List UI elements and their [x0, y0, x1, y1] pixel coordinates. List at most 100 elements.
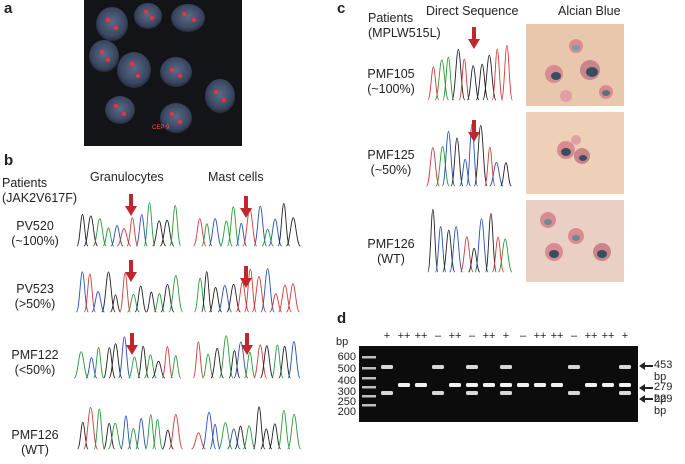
c-row-id: PMF105	[367, 67, 415, 81]
lane-label: ++	[482, 330, 496, 342]
alcian-blue-photo	[526, 24, 624, 106]
chromatogram-peak	[103, 347, 116, 379]
agarose-gel	[359, 346, 638, 422]
chromatogram-peak	[126, 217, 139, 247]
chromatogram-peak	[192, 341, 204, 379]
chromatogram-peak	[277, 284, 292, 313]
lane-label: ++	[397, 330, 411, 342]
chromatogram	[77, 406, 183, 450]
chromatogram-peak	[168, 275, 184, 313]
chromatogram-peak	[85, 357, 98, 379]
mutation-arrow-icon	[126, 333, 138, 355]
chromatogram-peak	[202, 353, 215, 379]
panel-b-header-patients: Patients	[2, 176, 48, 190]
chromatogram-peak	[451, 49, 466, 101]
panel-b-col-mast-cells: Mast cells	[208, 170, 264, 184]
gel-band	[449, 383, 461, 387]
ladder-band	[362, 377, 376, 380]
chromatogram-peak	[489, 161, 504, 187]
chromatogram-peak	[491, 236, 505, 273]
mutation-arrow-icon	[241, 333, 253, 355]
gel-band	[568, 365, 580, 369]
chromatogram-peak	[442, 56, 455, 101]
chromatogram-peak	[93, 346, 105, 379]
chromatogram-peak	[242, 425, 256, 450]
panel-c-header-patients: Patients	[368, 11, 414, 25]
chromatogram-peak	[500, 162, 512, 187]
c-row-pct: (WT)	[377, 252, 405, 266]
chromatogram-peak	[143, 202, 156, 247]
chromatogram-peak	[441, 130, 456, 187]
chromatogram-peak	[118, 336, 131, 379]
gel-band	[466, 383, 478, 387]
b-row-id: PV523	[16, 282, 54, 296]
chromatogram-peak	[491, 48, 503, 101]
chromatogram-peak	[127, 294, 140, 313]
lane-label: ++	[550, 330, 564, 342]
chromatogram-peak	[193, 218, 207, 247]
panel-c-header-mutation: (MPLW515L)	[368, 26, 441, 40]
ladder-band	[362, 367, 376, 370]
lane-label: –	[434, 330, 442, 342]
chromatogram-peak	[151, 360, 166, 379]
chromatogram-peak	[83, 406, 98, 450]
mutation-arrow-icon	[468, 27, 480, 49]
lane-label: +	[502, 330, 510, 342]
chromatogram-peak	[287, 413, 302, 450]
lane-label: ++	[601, 330, 615, 342]
chromatogram-peak	[485, 213, 497, 273]
chromatogram-peak	[107, 422, 123, 450]
chromatogram-peak	[427, 208, 439, 273]
c-row-pct: (~100%)	[367, 82, 415, 96]
chromatogram-peak	[253, 205, 268, 247]
chromatogram-peak	[128, 356, 141, 379]
chromatogram-peak	[460, 236, 474, 273]
panel-c-col-direct-sequence: Direct Sequence	[426, 4, 519, 18]
chromatogram-peak	[226, 283, 241, 313]
gel-band	[500, 383, 512, 387]
chromatogram-peak	[268, 423, 282, 450]
gel-band	[415, 383, 427, 387]
gel-axis-unit: bp	[336, 336, 349, 348]
chromatogram-peak	[435, 146, 450, 187]
chromatogram	[76, 202, 182, 247]
chromatogram-peak	[234, 425, 247, 450]
chromatogram-peak	[218, 422, 233, 450]
chromatogram-peak	[103, 422, 116, 450]
chromatogram-peak	[226, 206, 240, 247]
chromatogram-peak	[102, 227, 115, 247]
gel-band	[466, 365, 478, 369]
band-arrow-icon	[639, 362, 653, 370]
ladder-label: 400	[337, 375, 356, 387]
chromatogram-peak	[287, 340, 301, 379]
panel-d-label: d	[337, 310, 347, 327]
gel-band	[602, 383, 614, 387]
mutation-arrow-icon	[468, 120, 480, 142]
chromatogram	[193, 203, 301, 247]
ladder-label: 250	[337, 396, 356, 408]
band-arrow-icon	[639, 395, 653, 403]
gel-band	[483, 383, 495, 387]
chromatogram-peak	[226, 428, 241, 450]
b-row-id: PMF122	[11, 348, 59, 362]
chromatogram-peak	[91, 291, 105, 313]
chromatogram-peak	[217, 285, 233, 313]
gel-band	[517, 383, 529, 387]
band-arrow-icon	[639, 384, 653, 392]
chromatogram	[191, 406, 302, 450]
chromatogram	[192, 335, 301, 379]
chromatogram-peak	[120, 415, 132, 450]
lane-label: –	[570, 330, 578, 342]
lane-label: –	[519, 330, 527, 342]
band-label-279: 279 bp	[654, 381, 673, 405]
ladder-label: 600	[337, 351, 356, 363]
chromatogram-peak	[473, 124, 488, 187]
fish-caption: CEP 9	[152, 125, 170, 131]
chromatogram-peak	[83, 215, 99, 247]
gel-band	[619, 391, 631, 395]
chromatogram-peak	[277, 409, 291, 450]
chromatogram-peak	[110, 225, 124, 247]
chromatogram-peak	[135, 418, 148, 450]
alcian-blue-photo	[526, 112, 624, 194]
chromatogram-peak	[170, 355, 182, 379]
